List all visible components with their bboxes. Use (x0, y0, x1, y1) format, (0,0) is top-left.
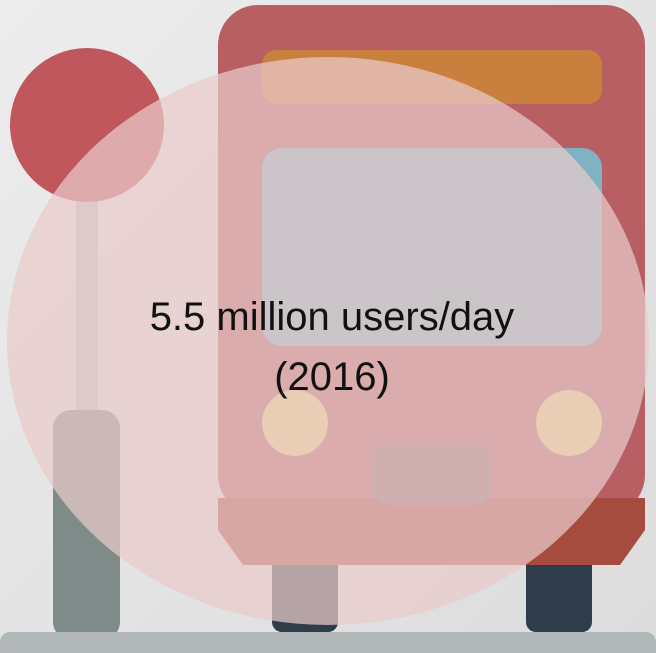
ground (0, 632, 656, 653)
caption-line: (2016) (274, 355, 390, 399)
caption-line: 5.5 million users/day (150, 295, 515, 339)
overlay-circle (7, 57, 649, 625)
